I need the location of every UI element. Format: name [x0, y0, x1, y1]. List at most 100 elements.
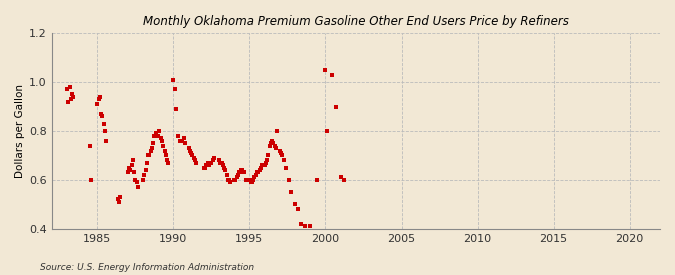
Point	[198, 165, 209, 170]
Point	[130, 178, 141, 182]
Point	[177, 139, 188, 143]
Point	[61, 87, 72, 92]
Point	[139, 173, 150, 177]
Point	[281, 165, 292, 170]
Point	[223, 178, 234, 182]
Point	[305, 224, 316, 229]
Point	[246, 180, 257, 185]
Point	[207, 158, 218, 163]
Point	[180, 141, 190, 145]
Point	[253, 170, 264, 175]
Point	[296, 222, 307, 226]
Point	[99, 122, 109, 126]
Point	[153, 134, 163, 138]
Point	[178, 136, 189, 141]
Point	[256, 163, 267, 167]
Point	[65, 97, 76, 101]
Point	[233, 173, 244, 177]
Point	[265, 144, 275, 148]
Point	[205, 161, 215, 165]
Point	[142, 153, 153, 158]
Point	[235, 168, 246, 172]
Point	[216, 161, 227, 165]
Point	[84, 144, 95, 148]
Point	[236, 168, 247, 172]
Point	[168, 78, 179, 82]
Point	[188, 156, 199, 160]
Point	[112, 197, 123, 202]
Point	[140, 168, 151, 172]
Point	[327, 73, 338, 77]
Point	[176, 139, 186, 143]
Point	[220, 168, 231, 172]
Point	[146, 146, 157, 150]
Point	[275, 151, 286, 155]
Point	[239, 170, 250, 175]
Point	[101, 139, 111, 143]
Point	[259, 163, 270, 167]
Point	[149, 134, 160, 138]
Point	[155, 136, 166, 141]
Point	[300, 224, 310, 229]
Point	[158, 144, 169, 148]
Point	[330, 104, 341, 109]
Point	[202, 161, 213, 165]
Point	[151, 131, 161, 136]
Point	[126, 163, 137, 167]
Point	[240, 178, 251, 182]
Point	[320, 68, 331, 72]
Point	[93, 97, 104, 101]
Point	[217, 163, 228, 167]
Point	[252, 170, 263, 175]
Point	[100, 129, 111, 133]
Point	[148, 141, 159, 145]
Point	[234, 170, 244, 175]
Point	[190, 158, 200, 163]
Point	[86, 178, 97, 182]
Point	[311, 178, 322, 182]
Point	[248, 178, 259, 182]
Point	[161, 158, 172, 163]
Point	[254, 168, 265, 172]
Point	[229, 178, 240, 182]
Point	[245, 180, 256, 185]
Point	[335, 175, 346, 180]
Point	[278, 158, 289, 163]
Point	[209, 156, 219, 160]
Point	[128, 158, 138, 163]
Text: Source: U.S. Energy Information Administration: Source: U.S. Energy Information Administ…	[40, 263, 254, 272]
Point	[214, 158, 225, 163]
Point	[169, 87, 180, 92]
Y-axis label: Dollars per Gallon: Dollars per Gallon	[15, 84, 25, 178]
Point	[96, 112, 107, 116]
Point	[191, 161, 202, 165]
Point	[144, 153, 155, 158]
Point	[200, 165, 211, 170]
Point	[63, 100, 74, 104]
Point	[221, 173, 232, 177]
Title: Monthly Oklahoma Premium Gasoline Other End Users Price by Refiners: Monthly Oklahoma Premium Gasoline Other …	[143, 15, 569, 28]
Point	[142, 161, 153, 165]
Point	[186, 151, 196, 155]
Point	[187, 153, 198, 158]
Point	[171, 107, 182, 111]
Point	[97, 114, 108, 119]
Point	[161, 153, 171, 158]
Point	[129, 170, 140, 175]
Point	[244, 178, 255, 182]
Point	[206, 161, 217, 165]
Point	[232, 175, 242, 180]
Point	[173, 134, 184, 138]
Point	[163, 161, 173, 165]
Point	[249, 175, 260, 180]
Point	[68, 95, 79, 99]
Point	[154, 129, 165, 133]
Point	[183, 146, 194, 150]
Point	[184, 148, 195, 153]
Point	[230, 178, 241, 182]
Point	[263, 153, 274, 158]
Point	[339, 178, 350, 182]
Point	[174, 139, 185, 143]
Point	[242, 178, 252, 182]
Point	[286, 190, 297, 194]
